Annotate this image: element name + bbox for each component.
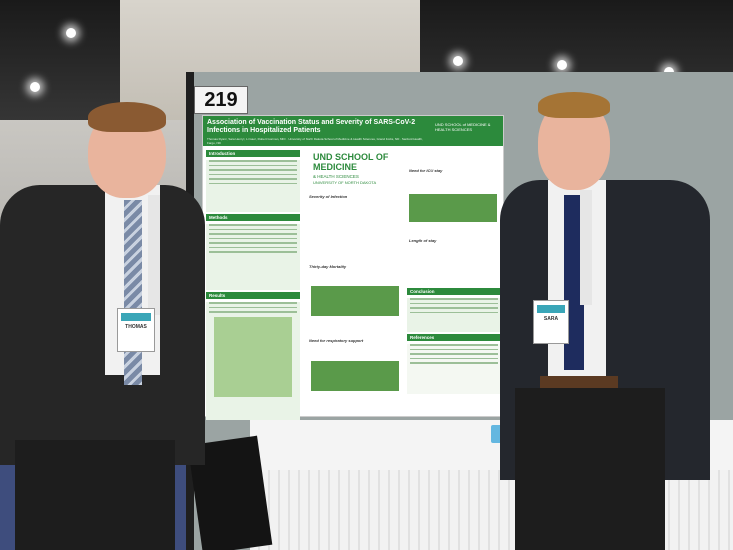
ceiling-light: [453, 56, 463, 66]
wordmark-line: UND SCHOOL OF MEDICINE: [313, 152, 389, 172]
research-poster: Association of Vaccination Status and Se…: [202, 115, 504, 420]
section-heading: Results: [206, 292, 300, 299]
right-heading: Length of stay: [409, 238, 437, 243]
person-left-trousers: [15, 440, 175, 550]
person-left-tie: [124, 200, 142, 385]
section-heading: Conclusion: [407, 288, 501, 295]
section-heading: Introduction: [206, 150, 300, 157]
belt: [540, 376, 618, 388]
ceiling-light: [66, 28, 76, 38]
board-number: 219: [194, 86, 248, 114]
poster-title: Association of Vaccination Status and Se…: [207, 119, 416, 134]
person-left-hair: [88, 102, 166, 132]
section-heading: References: [407, 334, 501, 341]
results-table: [409, 194, 497, 222]
badge-name: SARA: [543, 316, 559, 322]
middle-heading: Need for respiratory support: [309, 338, 364, 343]
poster-left-column: Introduction Methods Results: [206, 148, 300, 422]
poster-header: Association of Vaccination Status and Se…: [203, 116, 503, 146]
badge-name: THOMAS: [125, 324, 147, 330]
poster-right-column: Conclusion References: [407, 286, 501, 396]
lanyard: [580, 190, 592, 305]
section-heading: Methods: [206, 214, 300, 221]
name-badge: THOMAS: [117, 308, 155, 352]
results-table: [311, 361, 399, 391]
lanyard: [148, 195, 160, 315]
middle-heading: Severity of Infection: [309, 194, 348, 199]
wordmark-line: UNIVERSITY OF NORTH DAKOTA: [313, 180, 377, 185]
person-right-hair: [538, 92, 610, 118]
results-table: [311, 286, 399, 316]
middle-heading: Thirty-day Mortality: [309, 264, 347, 269]
person-right-tie: [564, 195, 584, 370]
ceiling-light: [30, 82, 40, 92]
person-left-jacket: [0, 185, 205, 465]
right-heading: Need for ICU stay: [409, 168, 443, 173]
name-badge: SARA: [533, 300, 569, 344]
poster-authors: Thomas Ryan¹, Sara Henry¹, Li Gao¹, Robe…: [207, 137, 423, 145]
wordmark-line: & HEALTH SCIENCES: [313, 174, 359, 179]
ceiling-light: [557, 60, 567, 70]
person-right-trousers: [515, 388, 665, 550]
institution-logo: UND SCHOOL of MEDICINE & HEALTH SCIENCES: [435, 122, 491, 132]
